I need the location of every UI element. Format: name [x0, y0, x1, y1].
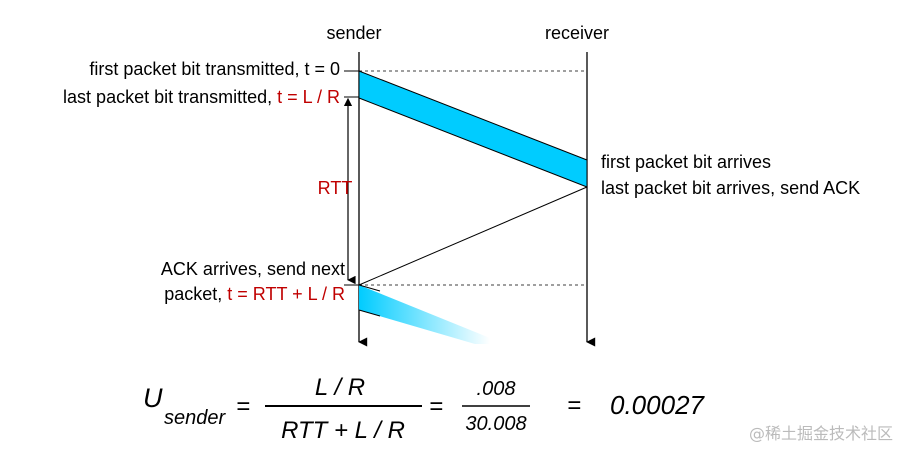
send-next-packet-time: t = RTT + L / R: [227, 284, 345, 304]
formula-denominator: RTT + L / R: [281, 417, 405, 444]
formula-equals-2: =: [429, 393, 443, 420]
formula-u: U: [143, 383, 163, 413]
formula-subscript-sender: sender: [164, 407, 226, 429]
last-bit-arrives-label: last packet bit arrives, send ACK: [601, 178, 860, 198]
last-bit-transmitted-time: t = L / R: [277, 87, 340, 107]
send-next-packet-text: packet,: [164, 284, 227, 304]
formula-equals-1: =: [236, 393, 250, 420]
next-packet-edge-bottom: [358, 309, 381, 317]
ack-arrives-label: ACK arrives, send next: [161, 259, 345, 279]
next-packet-edge-top: [358, 284, 381, 292]
formula-equals-3: =: [567, 392, 581, 419]
packet-transmission-band: [358, 70, 588, 188]
formula-numerator: L / R: [315, 374, 365, 401]
formula-num-value: .008: [477, 378, 516, 400]
last-bit-transmitted-label: last packet bit transmitted, t = L / R: [63, 87, 340, 107]
watermark: @稀土掘金技术社区: [749, 424, 893, 443]
formula-den-value: 30.008: [465, 413, 526, 435]
last-bit-transmitted-text: last packet bit transmitted,: [63, 87, 277, 107]
receiver-header: receiver: [545, 23, 609, 43]
next-packet-band: [359, 285, 490, 344]
formula-result: 0.00027: [610, 390, 706, 420]
ack-return-line: [358, 186, 588, 286]
first-bit-transmitted-label: first packet bit transmitted, t = 0: [89, 59, 340, 79]
first-bit-arrives-label: first packet bit arrives: [601, 152, 771, 172]
send-next-packet-label: packet, t = RTT + L / R: [164, 284, 345, 304]
sender-header: sender: [326, 23, 381, 43]
rtt-label: RTT: [318, 178, 353, 198]
